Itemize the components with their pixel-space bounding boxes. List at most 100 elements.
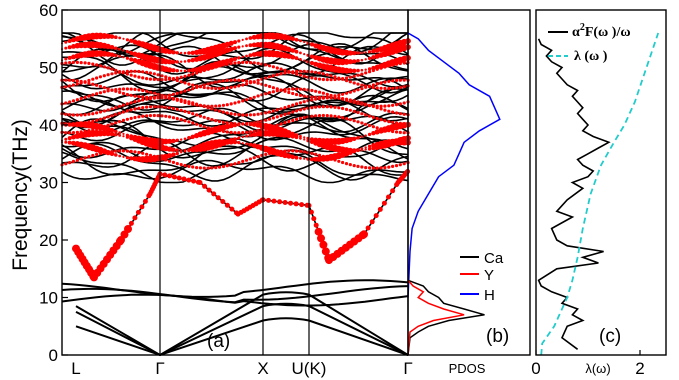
linewidth-dot bbox=[75, 158, 79, 162]
xtick-c-label-0: 0 bbox=[531, 359, 540, 378]
linewidth-dot bbox=[356, 73, 360, 77]
linewidth-dot bbox=[299, 58, 302, 61]
linewidth-dot bbox=[303, 138, 306, 141]
linewidth-dot bbox=[367, 67, 372, 71]
linewidth-dot bbox=[275, 66, 279, 70]
linewidth-dot bbox=[271, 90, 275, 94]
linewidth-dot bbox=[271, 124, 275, 128]
linewidth-dot bbox=[187, 68, 191, 73]
linewidth-dot bbox=[387, 165, 391, 169]
linewidth-dot bbox=[248, 142, 253, 147]
ytick-label-3: 30 bbox=[39, 174, 58, 193]
linewidth-dot bbox=[244, 113, 249, 117]
linewidth-dot bbox=[114, 132, 118, 137]
branch-dot bbox=[176, 175, 182, 181]
branch-dot bbox=[162, 172, 168, 178]
linewidth-dot bbox=[286, 46, 292, 52]
lambda-xlabel: λ(ω) bbox=[585, 361, 610, 376]
branch-dot bbox=[373, 213, 379, 219]
linewidth-dot bbox=[347, 59, 353, 65]
linewidth-dot bbox=[379, 166, 383, 170]
linewidth-dot bbox=[298, 108, 302, 112]
linewidth-dot bbox=[364, 166, 368, 170]
linewidth-dot bbox=[221, 120, 226, 124]
linewidth-dot bbox=[156, 95, 160, 99]
linewidth-dot bbox=[314, 70, 318, 74]
linewidth-dot bbox=[152, 91, 156, 95]
linewidth-dot bbox=[268, 126, 272, 130]
linewidth-dot bbox=[321, 113, 325, 118]
linewidth-dot bbox=[314, 89, 318, 93]
branch-dot bbox=[167, 173, 173, 179]
linewidth-dot bbox=[71, 113, 76, 117]
linewidth-dot bbox=[218, 109, 222, 113]
linewidth-dot bbox=[145, 70, 149, 74]
linewidth-dot bbox=[68, 78, 72, 82]
linewidth-dot bbox=[122, 132, 125, 135]
linewidth-dot bbox=[256, 112, 260, 116]
linewidth-dot bbox=[287, 111, 291, 115]
linewidth-dot bbox=[106, 108, 110, 112]
linewidth-dot bbox=[68, 100, 72, 104]
linewidth-dot bbox=[171, 97, 176, 101]
linewidth-dot bbox=[125, 50, 129, 54]
branch-dot bbox=[317, 234, 325, 243]
linewidth-dot bbox=[148, 105, 152, 109]
linewidth-dot bbox=[256, 120, 260, 124]
linewidth-dot bbox=[210, 86, 214, 90]
linewidth-dot bbox=[325, 92, 329, 96]
linewidth-dot bbox=[180, 138, 183, 141]
linewidth-dot bbox=[64, 137, 68, 141]
linewidth-dot bbox=[171, 68, 176, 73]
linewidth-dot bbox=[71, 78, 76, 83]
linewidth-dot bbox=[137, 95, 141, 99]
linewidth-dot bbox=[218, 86, 222, 91]
linewidth-dot bbox=[206, 166, 210, 170]
linewidth-dot bbox=[64, 85, 68, 89]
linewidth-dot bbox=[83, 80, 87, 84]
linewidth-dot bbox=[162, 138, 169, 145]
linewidth-dot bbox=[145, 89, 149, 93]
linewidth-dot bbox=[379, 104, 383, 108]
linewidth-dot bbox=[302, 74, 306, 78]
linewidth-dot bbox=[125, 133, 129, 137]
linewidth-dot bbox=[360, 165, 364, 169]
linewidth-dot bbox=[309, 54, 314, 59]
linewidth-dot bbox=[118, 131, 122, 135]
legend-label-h: H bbox=[484, 287, 495, 304]
linewidth-dot bbox=[279, 88, 283, 92]
linewidth-dot bbox=[179, 90, 183, 94]
linewidth-dot bbox=[118, 36, 122, 40]
linewidth-dot bbox=[95, 63, 99, 67]
linewidth-dot bbox=[310, 70, 314, 74]
linewidth-dot bbox=[233, 131, 237, 135]
linewidth-dot bbox=[114, 106, 118, 110]
linewidth-dot bbox=[129, 50, 134, 56]
linewidth-dot bbox=[343, 58, 350, 65]
linewidth-dot bbox=[118, 54, 122, 58]
linewidth-dot bbox=[314, 105, 318, 109]
linewidth-dot bbox=[160, 78, 164, 82]
linewidth-dot bbox=[191, 112, 195, 116]
linewidth-dot bbox=[121, 149, 126, 153]
linewidth-dot bbox=[294, 56, 299, 61]
linewidth-dot bbox=[248, 61, 252, 65]
linewidth-dot bbox=[264, 127, 268, 131]
linewidth-dot bbox=[352, 100, 356, 105]
linewidth-dot bbox=[141, 95, 145, 99]
linewidth-dot bbox=[145, 114, 149, 118]
linewidth-dot bbox=[291, 87, 295, 91]
linewidth-dot bbox=[102, 109, 106, 113]
linewidth-dot bbox=[121, 87, 126, 91]
linewidth-dot bbox=[371, 48, 376, 54]
linewidth-dot bbox=[125, 56, 129, 60]
linewidth-dot bbox=[198, 123, 202, 128]
linewidth-dot bbox=[202, 166, 206, 170]
linewidth-dot bbox=[367, 50, 372, 54]
linewidth-dot bbox=[214, 108, 218, 112]
linewidth-dot bbox=[248, 157, 252, 161]
linewidth-dot bbox=[364, 84, 368, 88]
linewidth-dot bbox=[233, 140, 237, 145]
linewidth-dot bbox=[341, 92, 345, 96]
